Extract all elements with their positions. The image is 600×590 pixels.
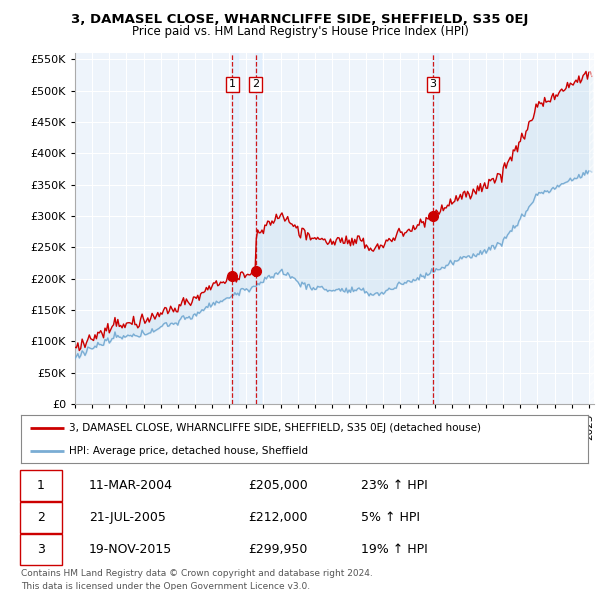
Text: 3, DAMASEL CLOSE, WHARNCLIFFE SIDE, SHEFFIELD, S35 0EJ: 3, DAMASEL CLOSE, WHARNCLIFFE SIDE, SHEF… [71,13,529,26]
Text: 21-JUL-2005: 21-JUL-2005 [89,511,166,525]
Text: £299,950: £299,950 [248,543,307,556]
Text: 2: 2 [252,80,259,90]
Text: £212,000: £212,000 [248,511,307,525]
Text: This data is licensed under the Open Government Licence v3.0.: This data is licensed under the Open Gov… [21,582,310,590]
FancyBboxPatch shape [20,470,62,501]
Bar [432,53,438,404]
Text: Contains HM Land Registry data © Crown copyright and database right 2024.: Contains HM Land Registry data © Crown c… [21,569,373,578]
Text: 5% ↑ HPI: 5% ↑ HPI [361,511,420,525]
Text: 3, DAMASEL CLOSE, WHARNCLIFFE SIDE, SHEFFIELD, S35 0EJ (detached house): 3, DAMASEL CLOSE, WHARNCLIFFE SIDE, SHEF… [69,423,481,433]
Text: 1: 1 [229,80,236,90]
Bar [255,53,261,404]
Text: 19-NOV-2015: 19-NOV-2015 [89,543,172,556]
Text: £205,000: £205,000 [248,479,308,492]
Text: 23% ↑ HPI: 23% ↑ HPI [361,479,428,492]
FancyBboxPatch shape [20,502,62,533]
Text: 1: 1 [37,479,45,492]
Bar [589,53,594,404]
Text: 11-MAR-2004: 11-MAR-2004 [89,479,173,492]
Text: HPI: Average price, detached house, Sheffield: HPI: Average price, detached house, Shef… [69,446,308,456]
Text: Price paid vs. HM Land Registry's House Price Index (HPI): Price paid vs. HM Land Registry's House … [131,25,469,38]
Text: 3: 3 [430,80,436,90]
Text: 3: 3 [37,543,45,556]
Bar [232,53,238,404]
Text: 2: 2 [37,511,45,525]
Text: 19% ↑ HPI: 19% ↑ HPI [361,543,428,556]
FancyBboxPatch shape [20,535,62,565]
